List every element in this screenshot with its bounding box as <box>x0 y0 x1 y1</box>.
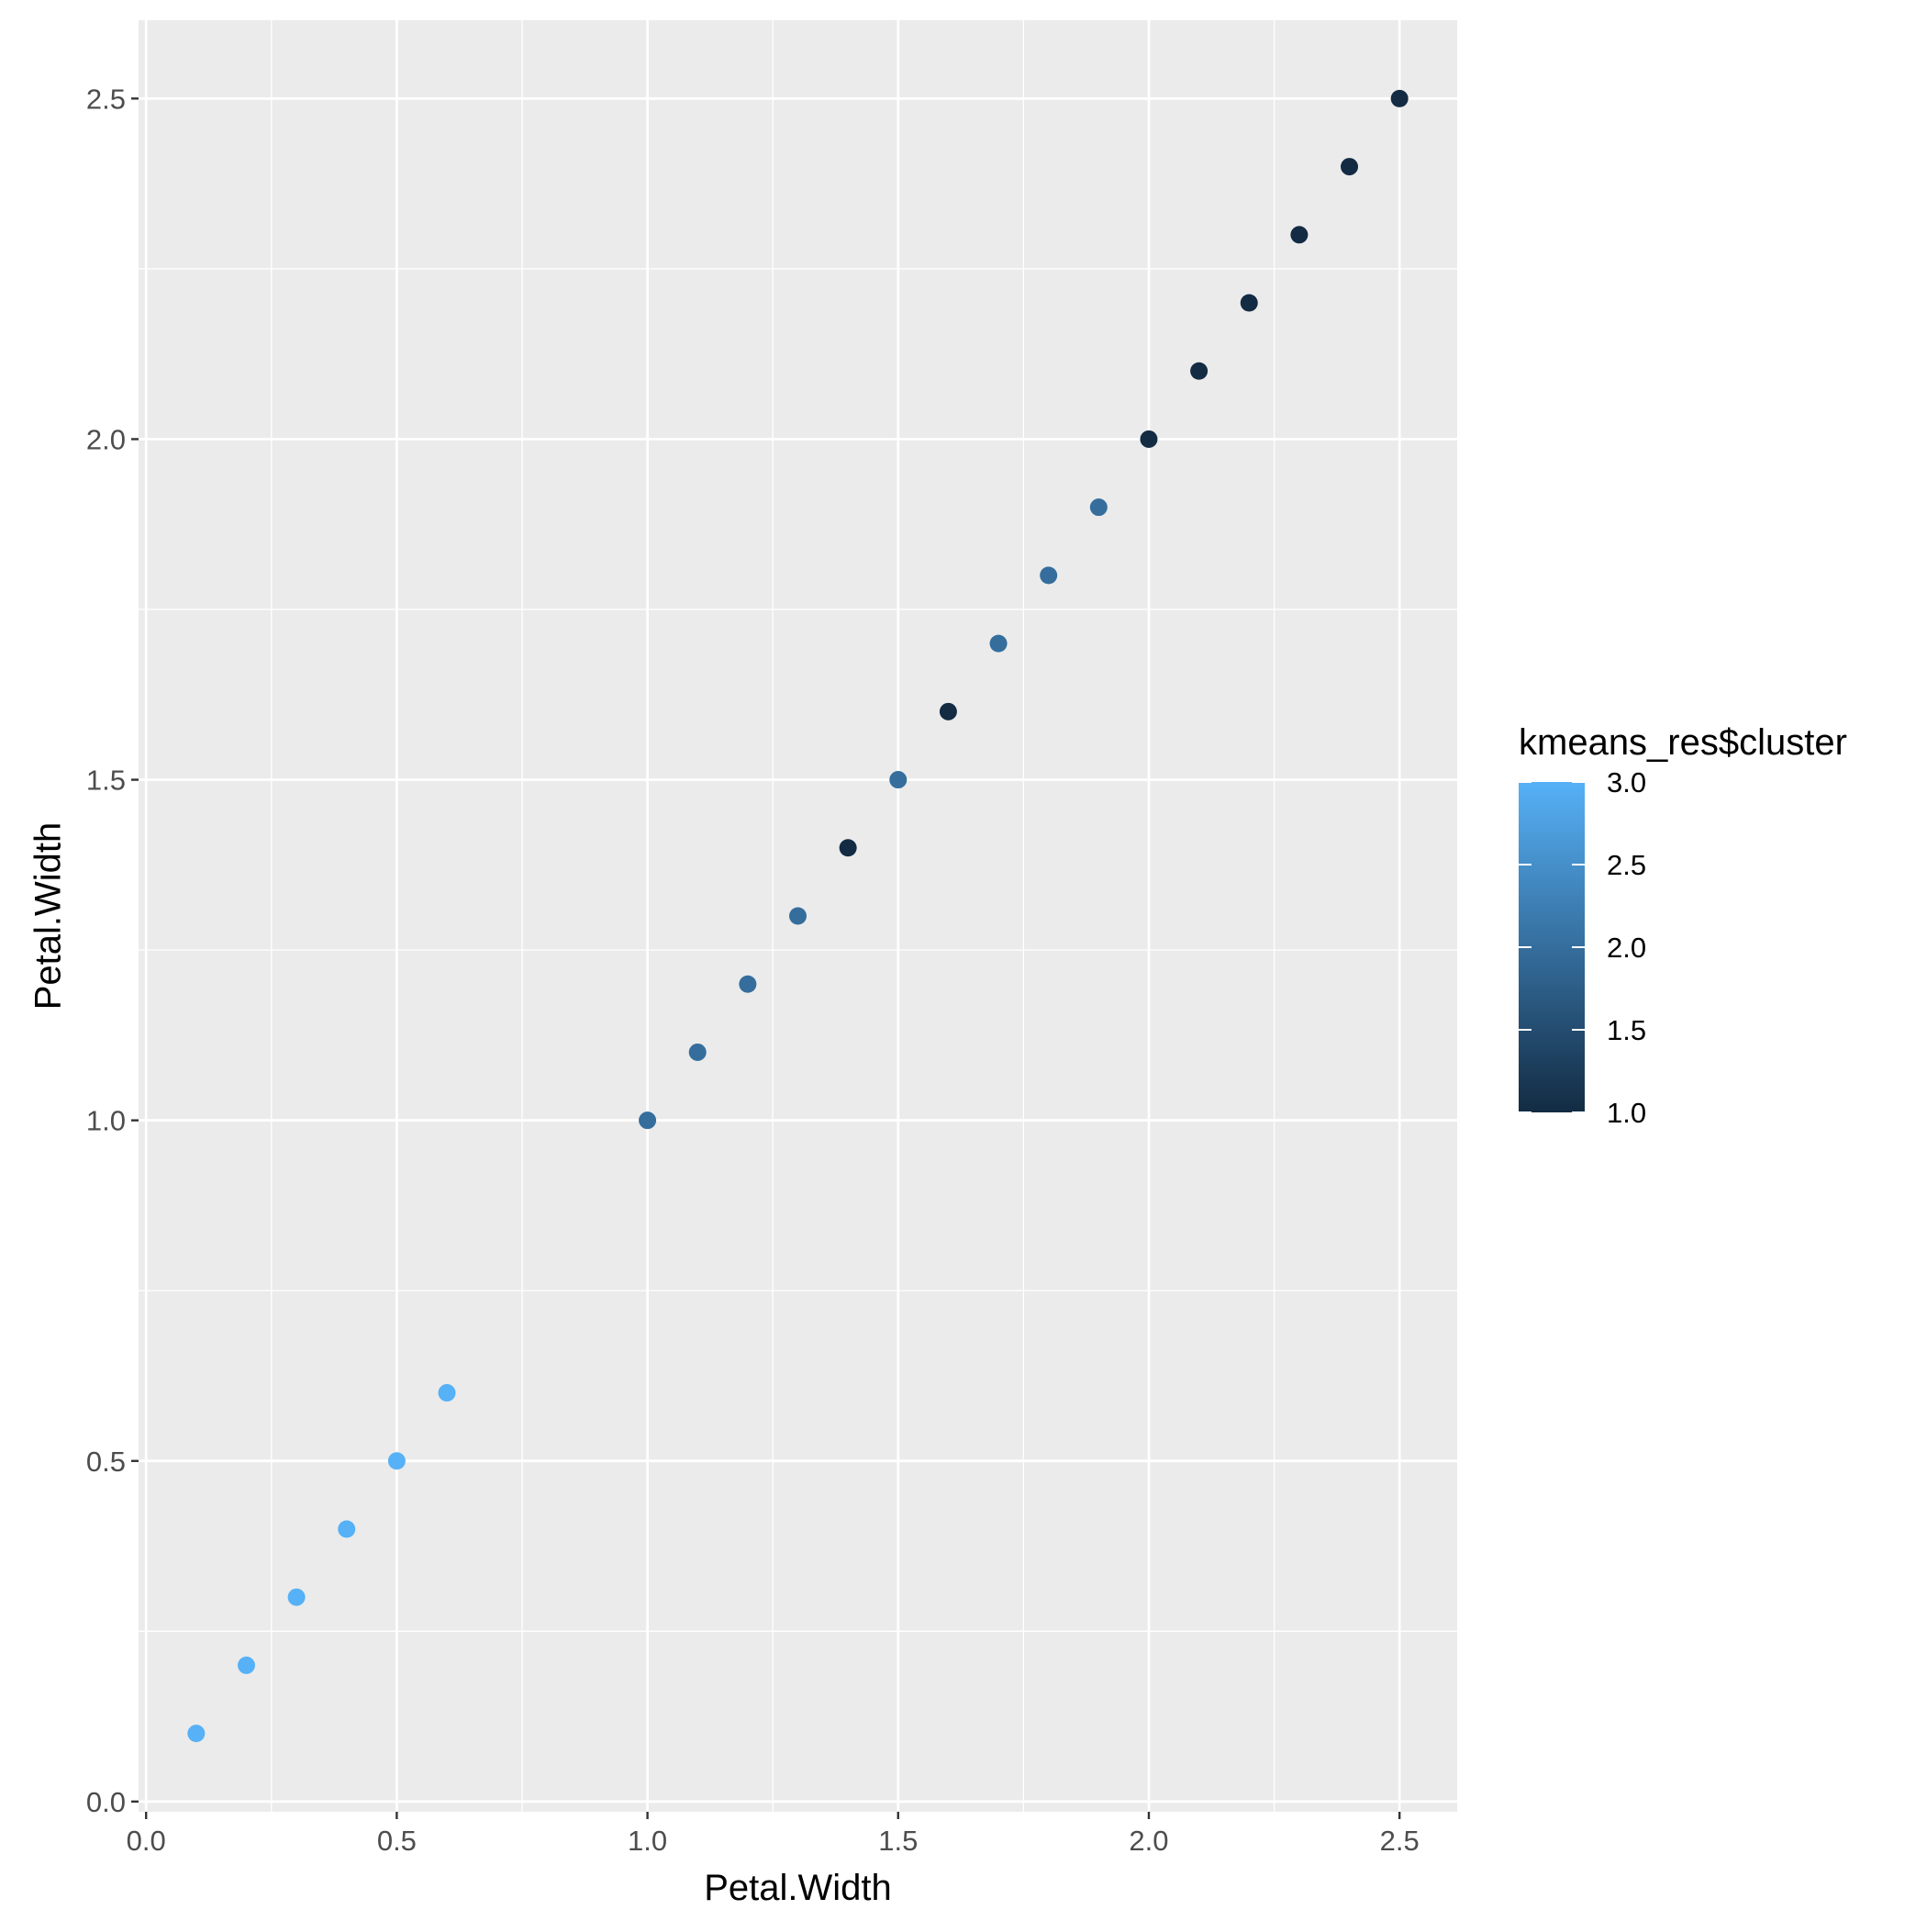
legend-tick-label: 1.5 <box>1607 1014 1646 1046</box>
legend-title: kmeans_res$cluster <box>1519 722 1847 763</box>
x-tick-label: 2.0 <box>1129 1825 1168 1857</box>
data-point <box>1140 430 1158 448</box>
legend-tick-label: 3.0 <box>1607 766 1646 798</box>
data-point <box>1240 294 1258 312</box>
data-point <box>1190 362 1209 380</box>
data-point <box>387 1452 406 1470</box>
y-tick-label: 1.5 <box>86 765 126 797</box>
x-tick-label: 2.5 <box>1380 1825 1420 1857</box>
y-tick-label: 1.0 <box>86 1105 126 1137</box>
y-axis-title: Petal.Width <box>28 822 69 1011</box>
x-tick-label: 0.0 <box>127 1825 166 1857</box>
x-tick-label: 1.5 <box>878 1825 918 1857</box>
x-axis-title: Petal.Width <box>704 1868 892 1908</box>
y-tick-label: 2.0 <box>86 423 126 455</box>
data-point <box>789 907 807 925</box>
data-point <box>237 1656 255 1674</box>
y-tick-label: 0.0 <box>86 1786 126 1818</box>
data-points <box>187 89 1409 1743</box>
y-axis: 0.0 0.5 1.0 1.5 2.0 2.5 <box>86 83 139 1818</box>
y-tick-label: 0.5 <box>86 1446 126 1478</box>
x-tick-label: 1.0 <box>628 1825 667 1857</box>
color-legend: kmeans_res$cluster 1.0 1.5 2.0 2.5 3.0 <box>1519 722 1847 1129</box>
data-point <box>1089 498 1108 517</box>
data-point <box>187 1725 206 1743</box>
data-point <box>1290 226 1309 244</box>
grid-major-lines <box>139 20 1457 1812</box>
data-point <box>438 1384 456 1402</box>
legend-tick-label: 2.5 <box>1607 849 1646 881</box>
grid-minor-lines <box>139 20 1457 1812</box>
legend-ticks: 1.0 1.5 2.0 2.5 3.0 <box>1519 766 1646 1129</box>
y-tick-label: 2.5 <box>86 83 126 115</box>
data-point <box>1040 566 1058 585</box>
legend-tick-label: 1.0 <box>1607 1097 1646 1129</box>
data-point <box>989 634 1008 653</box>
data-point <box>1390 89 1409 107</box>
data-point <box>939 702 957 720</box>
data-point <box>889 771 908 789</box>
data-point <box>639 1111 657 1130</box>
data-point <box>1341 158 1359 176</box>
data-point <box>739 975 757 993</box>
legend-tick-label: 2.0 <box>1607 932 1646 964</box>
data-point <box>688 1043 707 1061</box>
data-point <box>839 839 857 857</box>
data-point <box>338 1520 356 1538</box>
x-axis: 0.0 0.5 1.0 1.5 2.0 2.5 <box>127 1812 1420 1857</box>
data-point <box>287 1588 306 1606</box>
x-tick-label: 0.5 <box>377 1825 417 1857</box>
